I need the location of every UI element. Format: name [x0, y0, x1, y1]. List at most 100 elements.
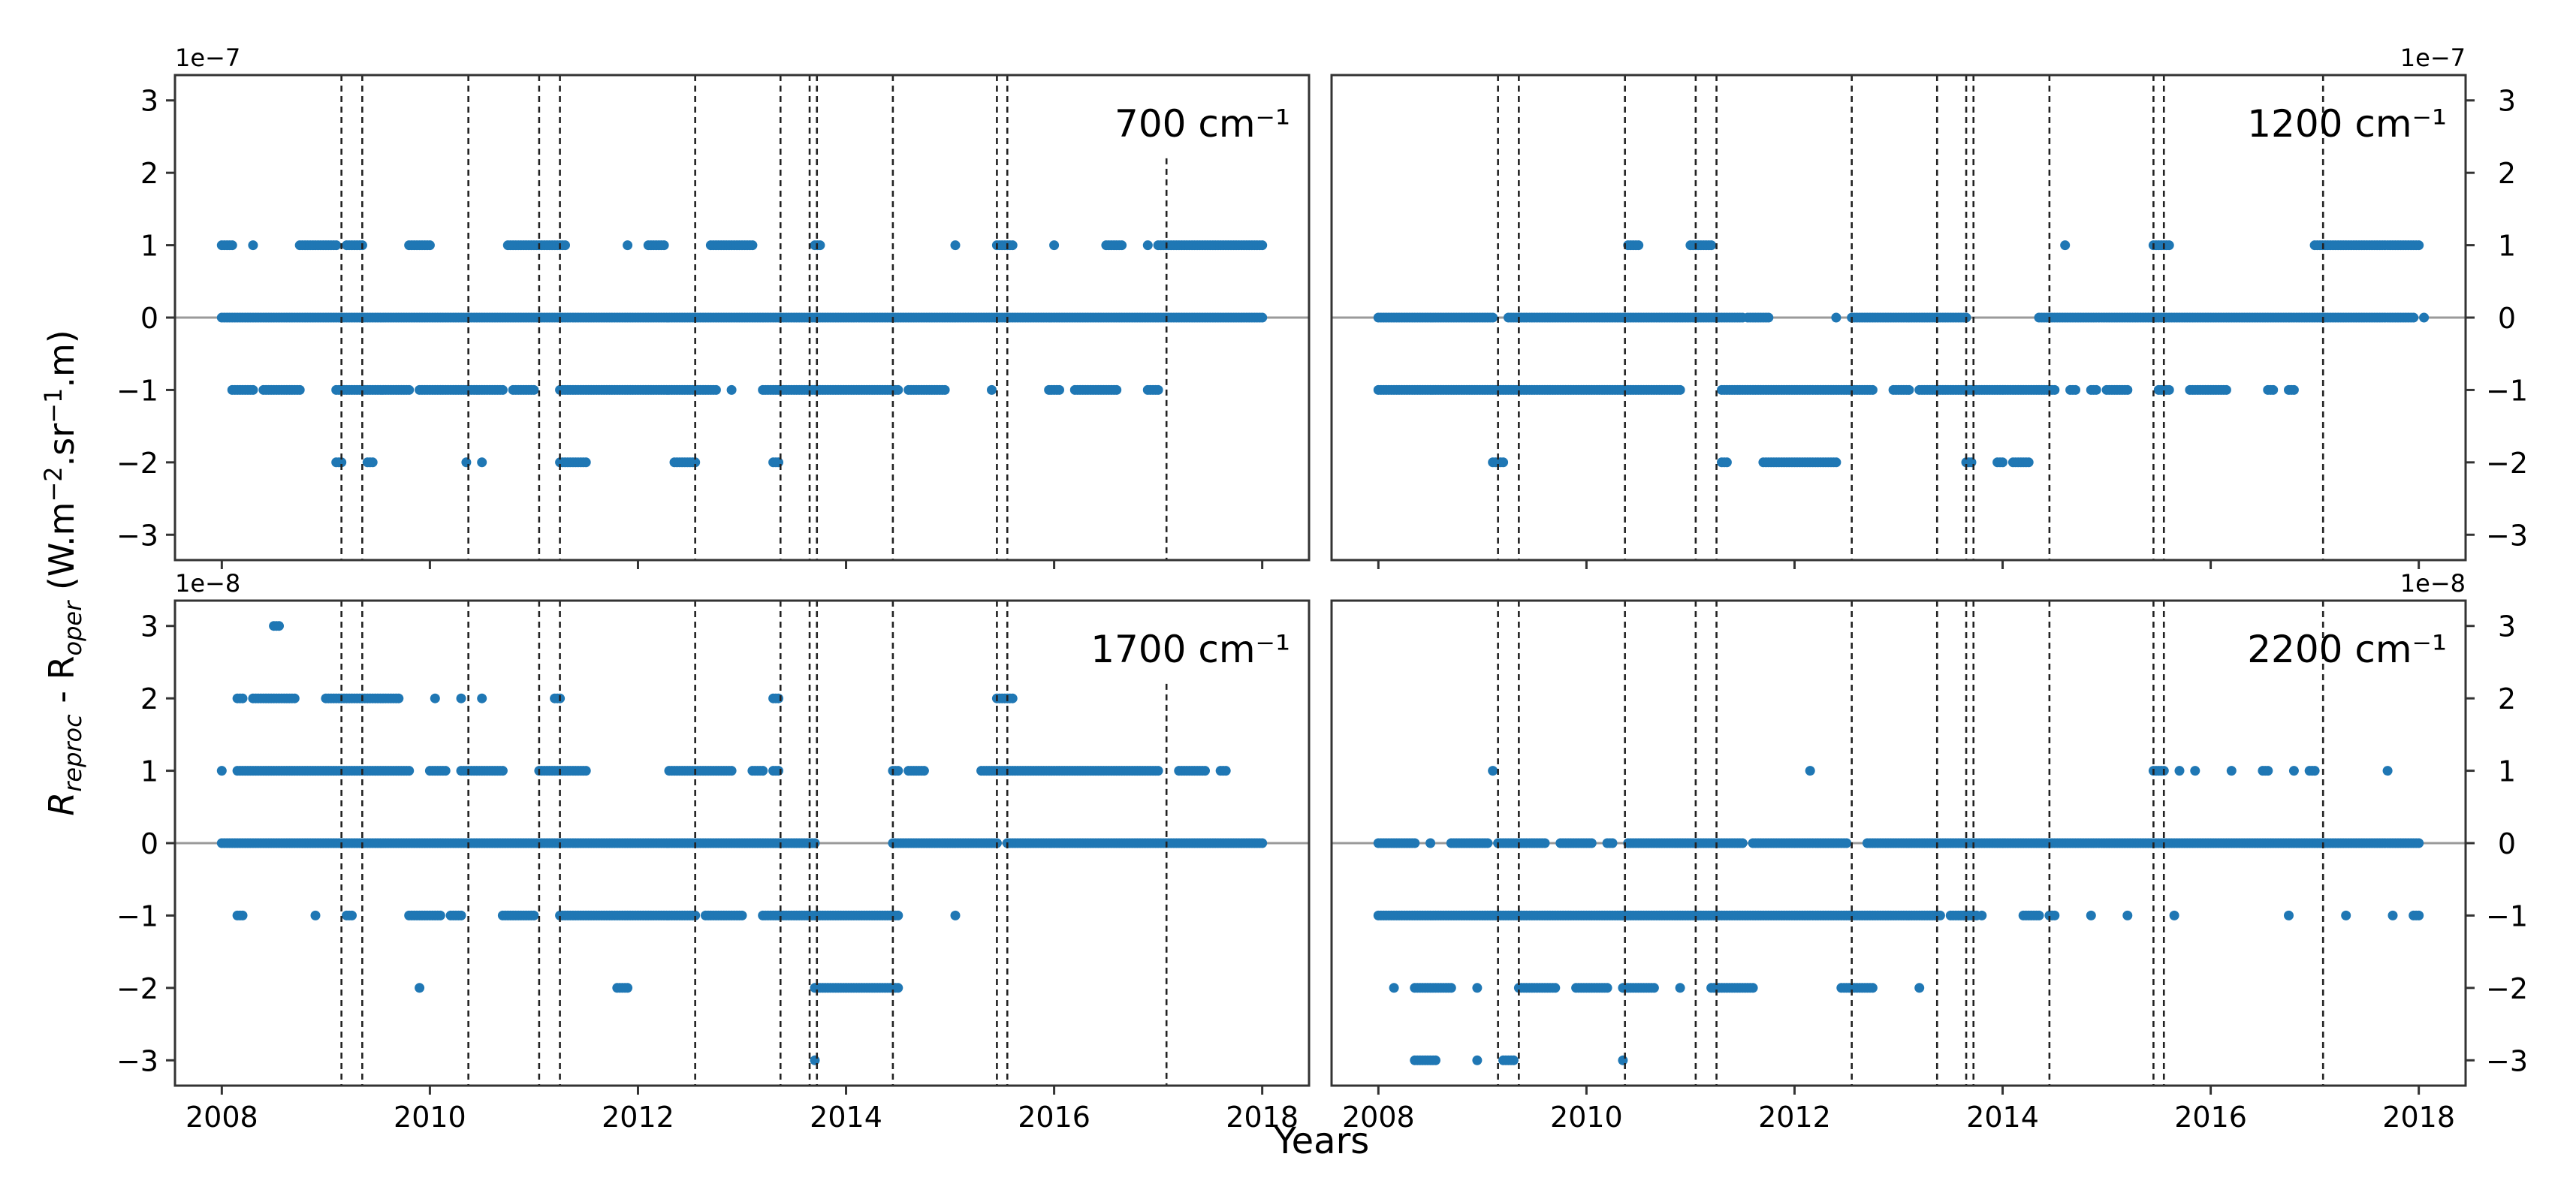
y-tick-label: 1	[140, 755, 158, 788]
data-point	[2086, 910, 2096, 920]
data-point	[1425, 838, 1436, 848]
y-tick-label: 2	[2498, 157, 2516, 190]
y-tick-label: 3	[2498, 85, 2516, 118]
data-point	[289, 693, 300, 703]
y-tick-label: −2	[2486, 447, 2528, 480]
x-tick-label: 2018	[1226, 1101, 1299, 1134]
data-point	[1049, 240, 1060, 251]
y-tick-label: 0	[140, 827, 158, 860]
panel-0: 3 2 1 0 −1 −2 −3 1e−7 700 cm⁻¹	[116, 44, 1311, 569]
data-point	[1007, 240, 1018, 251]
data-point	[1648, 983, 1659, 993]
y-axis-label-units-a: (W.m	[41, 502, 82, 601]
data-point	[394, 693, 404, 703]
data-point	[2174, 766, 2185, 776]
data-point	[435, 910, 445, 920]
y-tick-label: 3	[140, 85, 158, 118]
data-point	[2409, 312, 2419, 323]
y-axis-label: Rreproc - Roper (W.m−2.sr−1.m)	[39, 330, 87, 815]
data-point	[1153, 766, 1163, 776]
y-tick-label: 1	[2498, 230, 2516, 263]
data-point	[237, 693, 248, 703]
data-point	[248, 240, 258, 251]
data-point	[2284, 910, 2294, 920]
y-tick-label: −1	[116, 374, 158, 407]
data-point	[2263, 766, 2273, 776]
data-point	[1586, 838, 1597, 848]
data-point	[497, 384, 508, 395]
data-point	[1721, 457, 1732, 468]
data-point	[810, 838, 820, 848]
x-tick-label: 2008	[186, 1101, 258, 1134]
data-point	[440, 766, 451, 776]
data-point	[1257, 838, 1268, 848]
data-point	[1257, 312, 1268, 323]
data-point	[336, 457, 347, 468]
data-point	[2414, 910, 2424, 920]
data-point	[1142, 240, 1153, 251]
x-tick-label: 2010	[394, 1101, 466, 1134]
data-point	[1200, 766, 1210, 776]
data-point	[2169, 910, 2179, 920]
data-point	[690, 457, 701, 468]
data-point	[2164, 240, 2174, 251]
y-tick-label: −3	[2486, 519, 2528, 552]
y-tick-label: −2	[116, 447, 158, 480]
data-point	[456, 693, 466, 703]
data-point	[477, 457, 487, 468]
data-point	[1763, 312, 1774, 323]
y-axis-label-sup-a: −2	[39, 466, 68, 502]
data-point	[1842, 838, 1852, 848]
data-point	[1602, 983, 1612, 993]
data-point	[893, 910, 903, 920]
y-axis-label-minus-r: - R	[41, 655, 82, 714]
data-point	[497, 766, 508, 776]
data-point	[461, 457, 472, 468]
data-point	[1220, 766, 1231, 776]
x-axis-label: Years	[1274, 1120, 1370, 1162]
data-point	[1675, 384, 1685, 395]
panel-2: 3 2 1 0 −1 −2 −3 2008 2010 2012 2014 2016 2018 1e−8 17…	[116, 569, 1311, 1134]
data-point	[2341, 910, 2351, 920]
data-point	[1831, 312, 1842, 323]
data-point	[2164, 384, 2174, 395]
data-point	[623, 240, 633, 251]
axis-exponent: 1e−7	[2400, 44, 2466, 72]
data-point	[529, 910, 539, 920]
data-point	[1618, 1055, 1628, 1065]
data-point	[367, 457, 378, 468]
data-point	[2190, 766, 2200, 776]
data-point	[2023, 457, 2034, 468]
data-point	[2060, 240, 2071, 251]
x-tick-label: 2018	[2382, 1101, 2455, 1134]
data-point	[1431, 1055, 1440, 1065]
data-point	[1389, 983, 1399, 993]
y-tick-label: −3	[2486, 1044, 2528, 1077]
data-point	[404, 766, 415, 776]
data-point	[987, 384, 997, 395]
data-point	[747, 240, 758, 251]
data-point	[2268, 384, 2279, 395]
data-point	[2091, 384, 2101, 395]
y-axis-label-units-b: .sr	[41, 423, 82, 467]
panel-title: 1200 cm⁻¹	[2247, 102, 2447, 146]
panel-1: 3 2 1 0 −1 −2 −3 1e−7 1200 cm⁻¹	[1330, 44, 2528, 569]
data-point	[274, 621, 284, 631]
data-point	[1446, 983, 1456, 993]
data-point	[1998, 457, 2007, 468]
y-tick-label: 2	[140, 157, 158, 190]
data-point	[1153, 384, 1163, 395]
data-point	[2071, 384, 2080, 395]
data-point	[560, 240, 570, 251]
y-tick-label: 2	[2498, 682, 2516, 715]
data-point	[248, 384, 258, 395]
data-point	[1805, 766, 1815, 776]
panel-title: 2200 cm⁻¹	[2247, 628, 2447, 671]
y-tick-label: 1	[140, 230, 158, 263]
panel-3: 3 2 1 0 −1 −2 −3 2008 2010 2012 2014 2016 2018 1e−8 22…	[1330, 569, 2528, 1134]
x-tick-label: 2016	[2174, 1101, 2247, 1134]
panel-title: 700 cm⁻¹	[1115, 102, 1290, 146]
data-point	[690, 910, 701, 920]
